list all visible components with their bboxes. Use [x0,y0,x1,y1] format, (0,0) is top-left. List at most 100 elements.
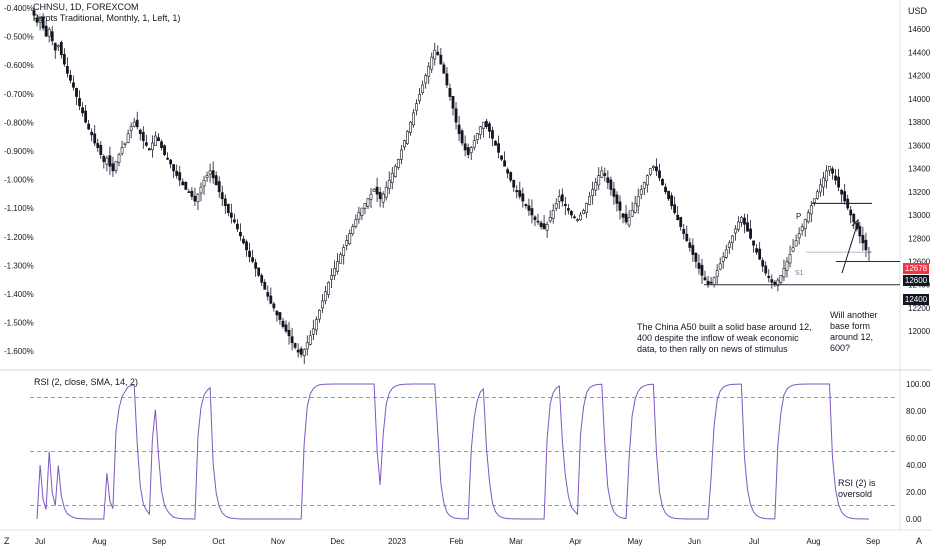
corner-left: Z [4,536,10,546]
price-tick-label: 14600 [908,25,931,34]
candle-body [160,141,163,148]
candle-body [612,188,616,197]
candle-body [749,228,752,239]
candle-body [785,261,789,272]
candle-body [311,328,315,335]
candle-body [761,260,765,267]
time-tick-label: Feb [450,537,464,546]
candle-body [62,54,66,65]
candle-body [703,277,707,281]
candle-body [618,201,622,211]
candle-body [381,193,385,203]
candle-body [409,121,412,133]
candle-body [451,95,455,109]
candle-body [242,238,245,244]
candle-body [733,228,737,234]
price-tick-label: 12800 [908,234,931,243]
candle-body [75,88,78,97]
candlestick-series [32,6,871,365]
question-annotation: Will another base form around 12, 600? [830,310,878,353]
candle-body [603,173,607,176]
candle-body [776,279,780,286]
candle-body [93,133,97,144]
candle-body [81,107,84,114]
candle-body [752,240,755,246]
rsi-line [36,383,869,520]
candle-body [172,164,176,172]
candle-body [727,242,731,248]
candle-body [314,319,318,331]
candle-body [721,256,725,262]
rsi-tick-label: 0.00 [906,515,922,524]
candle-body [193,195,197,202]
candle-body [667,190,670,200]
candle-body [333,268,336,277]
projection-arrow-head [851,218,860,230]
candle-body [157,137,160,142]
price-tick-label: 12200 [908,304,931,313]
price-tick-label: 12000 [908,327,931,336]
candle-body [78,98,81,107]
candle-body [184,181,188,190]
candle-body [403,140,406,148]
candle-body [220,192,224,200]
percent-tick-label: -0.700% [4,90,34,99]
candle-body [445,73,449,86]
candle-body [427,66,431,77]
candle-body [348,233,352,244]
candle-body [99,145,103,155]
candle-body [102,155,106,162]
candle-body [494,140,497,146]
candle-body [861,235,865,244]
candle-body [38,17,42,23]
time-tick-label: Aug [92,537,106,546]
time-tick-label: Jun [688,537,701,546]
candle-body [430,56,434,70]
time-tick-label: Apr [569,537,582,546]
candle-body [594,182,598,191]
candle-body [864,239,868,251]
time-tick-label: Nov [271,537,285,546]
candle-body [809,205,813,215]
candle-body [478,126,482,135]
pivot-p-label: P [796,212,802,221]
candle-body [606,177,610,183]
candle-body [293,343,297,348]
candle-body [573,216,576,219]
percent-tick-label: -0.800% [4,118,34,127]
candle-body [737,221,740,230]
candle-body [178,172,182,181]
candle-body [740,217,743,223]
candle-body [339,254,343,264]
candle-body [700,264,704,276]
candle-body [114,161,118,171]
candle-body [272,303,276,309]
candle-body [254,262,258,269]
candle-body [275,310,279,316]
candle-body [357,212,361,220]
candle-body [232,219,236,223]
candle-body [369,193,373,200]
candle-body [217,181,221,193]
rsi-oversold-annotation: RSI (2) is oversold [838,478,876,499]
rsi-legend: RSI (2, close, SMA, 14, 2) [34,377,139,387]
candle-body [248,250,251,258]
candle-body [521,193,525,202]
candle-body [491,130,494,139]
candle-body [533,216,537,220]
candle-body [226,203,230,214]
candle-body [257,267,261,276]
candle-body [96,143,100,148]
candle-body [138,129,142,135]
candle-body [542,223,546,230]
candle-body [828,165,831,171]
pivot-legend: Pivots Traditional, Monthly, 1, Left, 1) [33,13,181,23]
candle-body [818,184,822,193]
candle-body [117,154,121,163]
candle-body [597,175,601,186]
candle-body [166,157,169,160]
candle-body [260,275,264,283]
candle-body [144,142,148,146]
candle-body [147,148,151,151]
